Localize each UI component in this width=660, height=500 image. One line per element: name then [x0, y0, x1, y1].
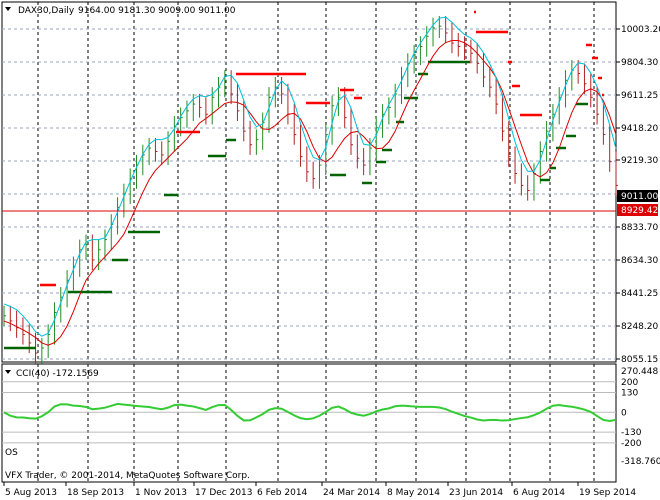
dropdown-triangle-icon[interactable]	[5, 7, 11, 11]
time-label-1: 18 Sep 2013	[67, 488, 124, 498]
symbol-label: DAX30,Daily	[18, 6, 75, 16]
time-label-5: 24 Mar 2014	[323, 488, 380, 498]
fast-moving-average	[3, 16, 617, 337]
price-label-8: 8634.30	[621, 256, 658, 266]
price-label-4: 9219.30	[621, 156, 658, 166]
current-price-label: 9011.00	[621, 192, 658, 202]
cci-axis-label-5: -200	[621, 439, 642, 449]
cci-axis-label-0: 270.448	[621, 367, 658, 377]
time-label-0: 5 Aug 2013	[5, 488, 57, 498]
cci-axis-label-4: -130	[621, 428, 642, 438]
price-label-7: 8833.70	[621, 223, 658, 233]
slow-moving-average	[3, 40, 617, 346]
price-axis: 10003.20 9804.30 9611.25 9418.20 9219.30 8833…	[616, 25, 660, 365]
price-label-9: 8441.25	[621, 289, 658, 299]
copyright-text: VFX Trader, © 2001-2014, MetaQuotes Soft…	[5, 471, 250, 481]
price-bars	[3, 15, 618, 364]
line-price-label: 8929.42	[621, 206, 658, 216]
time-label-9: 19 Sep 2014	[579, 488, 636, 498]
current-price-box	[617, 190, 658, 202]
support-resistance-lines	[4, 10, 604, 350]
price-label-1: 9804.30	[621, 58, 658, 68]
ohlc-values: 9164.00 9181.30 9009.00 9011.00	[78, 6, 236, 16]
price-label-2: 9611.25	[621, 91, 658, 101]
time-label-7: 23 Jun 2014	[449, 488, 503, 498]
price-pane[interactable]	[1, 1, 617, 363]
line-price-box	[617, 204, 658, 216]
time-label-2: 1 Nov 2013	[135, 488, 187, 498]
price-label-0: 10003.20	[621, 25, 660, 35]
cci-dropdown-icon[interactable]	[5, 370, 11, 374]
time-label-3: 17 Dec 2013	[195, 488, 253, 498]
cci-line	[3, 402, 617, 422]
os-label: OS	[5, 448, 18, 458]
time-label-4: 6 Feb 2014	[257, 488, 308, 498]
cci-grid	[2, 364, 616, 482]
cci-axis-label-3: 0	[621, 408, 627, 418]
price-label-11: 8055.15	[621, 355, 658, 365]
price-label-3: 9418.20	[621, 124, 658, 134]
cci-title: CCI(40) -172.1569	[16, 369, 99, 379]
cci-axis-label-2: 130	[621, 388, 638, 398]
cci-axis-label-1: 200	[621, 378, 638, 388]
cci-pane[interactable]	[1, 363, 617, 483]
cci-axis-label-6: -318.7604	[621, 457, 660, 467]
time-axis: 5 Aug 2013 18 Sep 2013 1 Nov 2013 17 Dec 20…	[3, 482, 636, 498]
price-label-10: 8248.20	[621, 322, 658, 332]
time-label-8: 6 Aug 2014	[513, 488, 565, 498]
time-label-6: 8 May 2014	[387, 488, 440, 498]
